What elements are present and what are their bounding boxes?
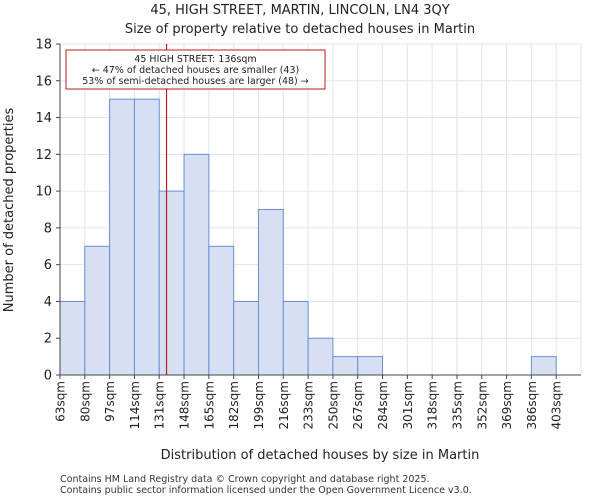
annotation-line: 45 HIGH STREET: 136sqm [134, 54, 256, 65]
bar [59, 300, 86, 376]
bar [332, 356, 359, 376]
x-tick-label: 250sqm [326, 381, 340, 429]
bar [158, 190, 185, 376]
bar [109, 98, 135, 376]
x-tick-label: 352sqm [475, 381, 489, 429]
bars [59, 98, 557, 376]
bar [183, 153, 210, 376]
annotation: 45 HIGH STREET: 136sqm← 47% of detached … [65, 49, 326, 90]
x-tick-label: 80sqm [78, 381, 92, 422]
x-tick-label: 403sqm [550, 381, 564, 429]
x-tick-label: 284sqm [376, 381, 390, 429]
y-tick-label: 18 [35, 38, 52, 53]
x-tick-label: 386sqm [525, 381, 539, 429]
x-tick-label: 114sqm [128, 381, 142, 429]
y-tick-label: 10 [35, 185, 52, 200]
x-tick-label: 199sqm [252, 381, 266, 429]
bar [133, 98, 160, 376]
bar [233, 300, 259, 376]
y-tick-label: 8 [44, 221, 52, 236]
annotation-line: ← 47% of detached houses are smaller (43… [92, 65, 299, 76]
footer-attribution-2: Contains public sector information licen… [60, 485, 472, 496]
x-tick-label: 267sqm [351, 381, 365, 429]
x-tick-label: 148sqm [178, 381, 192, 429]
x-tick-label: 318sqm [426, 381, 440, 429]
x-tick-label: 233sqm [302, 381, 316, 429]
y-tick-label: 0 [44, 369, 52, 384]
chart-subtitle: Size of property relative to detached ho… [125, 22, 475, 37]
bar [357, 356, 384, 376]
y-tick-label: 6 [44, 258, 52, 273]
x-axis-label: Distribution of detached houses by size … [161, 448, 480, 463]
x-tick-label: 165sqm [202, 381, 216, 429]
annotation-box [65, 49, 326, 90]
y-tick-label: 14 [35, 111, 52, 126]
bar [307, 337, 334, 376]
y-tick-label: 12 [35, 148, 52, 163]
bar [530, 356, 557, 376]
x-tick-label: 216sqm [277, 381, 291, 429]
bar [84, 245, 111, 376]
x-tick-label: 97sqm [103, 381, 117, 422]
x-tick-label: 63sqm [54, 381, 68, 422]
footer-attribution-1: Contains HM Land Registry data © Crown c… [60, 474, 430, 485]
x-tick-label: 131sqm [153, 381, 167, 429]
x-tick-label: 301sqm [401, 381, 415, 429]
x-tick-label: 369sqm [500, 381, 514, 429]
y-tick-label: 16 [35, 74, 52, 89]
y-tick-label: 4 [44, 295, 52, 310]
x-tick-label: 335sqm [450, 381, 464, 429]
bar [208, 245, 235, 376]
chart-title: 45, HIGH STREET, MARTIN, LINCOLN, LN4 3Q… [150, 3, 449, 18]
x-tick-label: 182sqm [227, 381, 241, 429]
bar [282, 300, 309, 376]
annotation-line: 53% of semi-detached houses are larger (… [82, 76, 309, 87]
y-axis-label: Number of detached properties [2, 108, 17, 313]
y-tick-label: 2 [44, 332, 52, 347]
bar [257, 209, 284, 376]
axes: 0 2 4 6 8 10 12 14 16 18 63sqm 80sqm 97sqm 114sqm 131s… [35, 38, 581, 429]
